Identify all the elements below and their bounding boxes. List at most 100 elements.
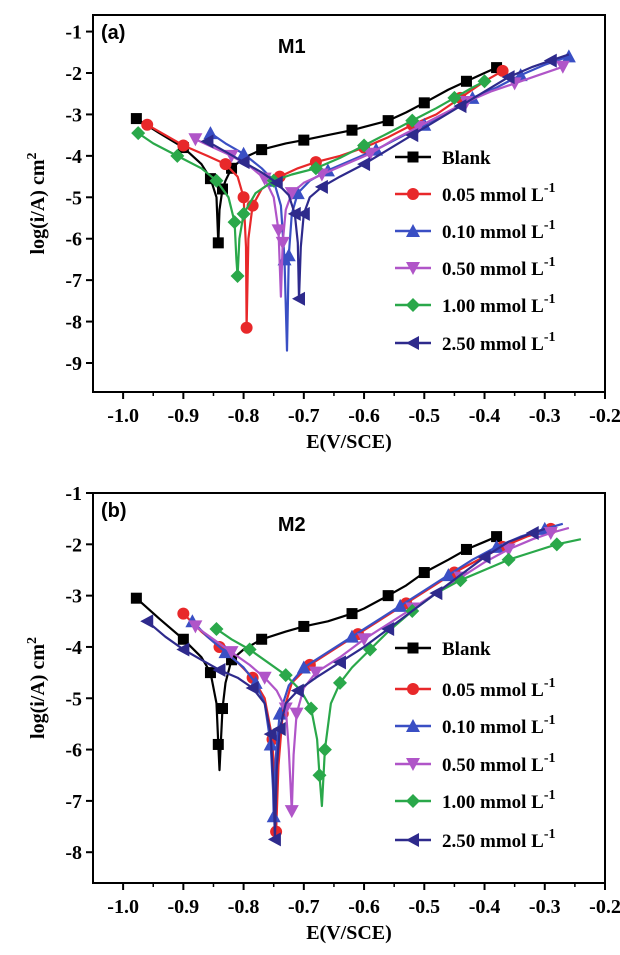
data-point [212,663,226,678]
data-point [555,60,570,74]
data-point [140,614,154,629]
legend-label-superscript: -1 [544,751,556,766]
data-point [496,64,509,77]
data-point [332,655,346,670]
y-axis-label-superscript: 2 [25,153,40,160]
data-point [429,586,443,601]
data-point [298,134,310,146]
y-tick-label: -9 [65,353,82,375]
data-point [284,805,299,819]
data-point [405,128,419,143]
data-point [237,191,250,204]
data-point [346,608,358,620]
x-tick-label: -0.8 [228,896,260,918]
data-point [188,620,203,634]
data-point [263,727,277,742]
data-point [561,49,576,63]
legend-label-superscript: -1 [544,713,556,728]
panel-title: M2 [278,514,306,536]
data-point [298,620,310,632]
data-point [256,144,268,156]
legend-label: Blank [442,148,491,169]
legend-marker [406,758,420,771]
x-tick-label: -0.2 [589,896,620,918]
data-point [405,113,420,128]
plot-frame [92,14,606,393]
y-tick-label: -7 [65,791,82,813]
legend-marker [406,262,420,275]
data-point [188,133,203,147]
legend-label-superscript: -1 [544,181,556,196]
data-point [278,702,293,716]
data-point [226,162,238,174]
x-tick-label: -1.0 [107,896,139,918]
x-tick-label: -0.7 [288,896,320,918]
legend-marker [406,298,420,312]
data-point [292,291,306,306]
data-point [236,206,251,221]
data-point [357,633,372,647]
legend-label-superscript: -1 [544,676,556,691]
data-point [267,832,281,847]
y-tick-label: -3 [65,104,82,126]
x-tick-label: -0.9 [168,405,200,427]
data-point [332,675,347,690]
data-point [209,621,224,636]
data-point [212,237,224,249]
y-tick-label: -7 [65,270,82,292]
legend-label: 0.05 mmol L-1 [442,181,556,206]
data-point [460,543,472,555]
data-point [382,590,394,602]
x-tick-label: -1.0 [107,405,139,427]
data-point [477,550,491,565]
data-point [317,742,332,757]
legend-label: 1.00 mmol L-1 [442,292,556,317]
data-point [290,186,305,200]
x-axis-label: E(V/SCE) [306,922,392,944]
legend-marker [406,833,419,847]
data-point [447,90,462,105]
data-point [281,248,296,262]
x-tick-label: -0.5 [408,405,440,427]
x-tick-label: -0.2 [589,405,620,427]
x-tick-label: -0.4 [469,896,501,918]
data-point [219,158,232,171]
data-point [501,70,515,85]
data-point [314,179,328,194]
data-point [312,768,327,783]
data-point [242,642,257,657]
data-point [131,126,146,141]
x-tick-label: -0.7 [288,405,320,427]
y-tick-label: -6 [65,229,82,251]
y-tick-label: -4 [65,637,82,659]
legend-marker [407,642,419,654]
data-point [269,175,283,190]
legend-label-superscript: -1 [544,330,556,345]
data-point [224,646,239,660]
legend-label-superscript: -1 [544,255,556,270]
legend-marker [407,683,419,695]
x-tick-label: -0.6 [348,896,380,918]
y-tick-label: -4 [65,146,82,168]
legend-label: 2.50 mmol L-1 [442,827,556,852]
x-tick-label: -0.8 [228,405,260,427]
data-point [284,187,299,201]
data-point [212,738,224,750]
x-axis-label: E(V/SCE) [306,431,392,453]
data-point [501,543,516,557]
data-point [308,666,323,680]
data-point [477,74,492,89]
data-point [381,621,395,636]
data-point [209,173,224,188]
legend-label-superscript: -1 [544,292,556,307]
data-point [501,552,516,567]
x-tick-label: -0.6 [348,405,380,427]
data-point [130,113,142,125]
data-point [218,645,233,659]
data-point [308,161,323,176]
legend-label: 0.50 mmol L-1 [442,255,556,280]
legend-label: 0.05 mmol L-1 [442,676,556,701]
legend-label: 2.50 mmol L-1 [442,330,556,355]
legend-marker [406,336,419,350]
